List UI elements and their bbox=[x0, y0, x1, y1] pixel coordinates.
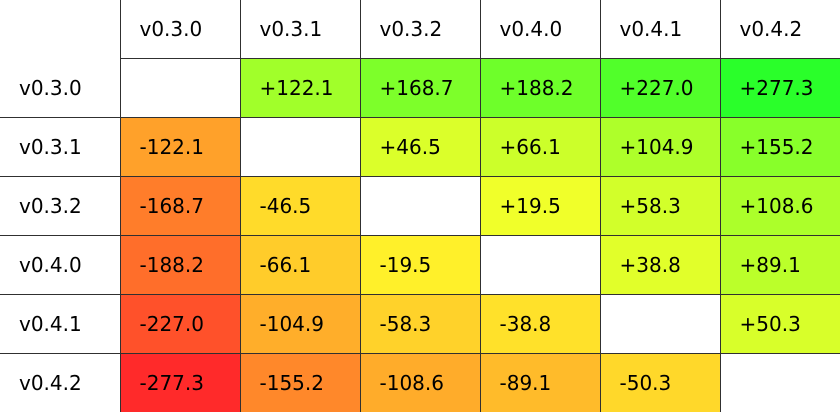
heatmap-cell: -46.5 bbox=[239, 176, 361, 236]
heatmap-cell: +108.6 bbox=[719, 176, 840, 236]
heatmap-cell: -104.9 bbox=[239, 294, 361, 354]
row-header: v0.3.2 bbox=[0, 176, 121, 236]
empty-cell bbox=[119, 58, 241, 118]
column-header: v0.3.0 bbox=[119, 0, 241, 59]
heatmap-cell: -188.2 bbox=[119, 235, 241, 295]
empty-cell bbox=[719, 353, 840, 412]
column-header: v0.3.1 bbox=[239, 0, 361, 59]
corner-cell bbox=[0, 0, 121, 59]
heatmap-cell: -155.2 bbox=[239, 353, 361, 412]
heatmap-cell: -50.3 bbox=[599, 353, 721, 412]
heatmap-row: v0.4.2 -277.3 -155.2 -108.6 -89.1 -50.3 bbox=[0, 353, 840, 412]
empty-cell bbox=[599, 294, 721, 354]
heatmap-row: v0.3.1 -122.1 +46.5 +66.1 +104.9 +155.2 bbox=[0, 117, 840, 177]
heatmap-cell: -19.5 bbox=[359, 235, 481, 295]
heatmap-cell: +46.5 bbox=[359, 117, 481, 177]
heatmap-cell: +50.3 bbox=[719, 294, 840, 354]
heatmap-cell: +227.0 bbox=[599, 58, 721, 118]
heatmap-cell: -66.1 bbox=[239, 235, 361, 295]
heatmap-cell: +168.7 bbox=[359, 58, 481, 118]
heatmap-cell: +19.5 bbox=[479, 176, 601, 236]
heatmap-row: v0.4.0 -188.2 -66.1 -19.5 +38.8 +89.1 bbox=[0, 235, 840, 295]
heatmap-cell: -38.8 bbox=[479, 294, 601, 354]
heatmap-cell: +277.3 bbox=[719, 58, 840, 118]
column-header: v0.3.2 bbox=[359, 0, 481, 59]
heatmap-row: v0.4.1 -227.0 -104.9 -58.3 -38.8 +50.3 bbox=[0, 294, 840, 354]
heatmap-cell: +155.2 bbox=[719, 117, 840, 177]
heatmap-cell: -227.0 bbox=[119, 294, 241, 354]
heatmap-cell: +66.1 bbox=[479, 117, 601, 177]
row-header: v0.4.0 bbox=[0, 235, 121, 295]
header-row: v0.3.0 v0.3.1 v0.3.2 v0.4.0 v0.4.1 v0.4.2 bbox=[0, 0, 840, 59]
row-header: v0.3.0 bbox=[0, 58, 121, 118]
heatmap-body: v0.3.0 +122.1 +168.7 +188.2 +227.0 +277.3 v0.3… bbox=[0, 58, 840, 412]
row-header: v0.4.2 bbox=[0, 353, 121, 412]
heatmap-cell: -108.6 bbox=[359, 353, 481, 412]
column-header: v0.4.0 bbox=[479, 0, 601, 59]
empty-cell bbox=[359, 176, 481, 236]
row-header: v0.4.1 bbox=[0, 294, 121, 354]
heatmap-cell: +122.1 bbox=[239, 58, 361, 118]
heatmap-cell: -168.7 bbox=[119, 176, 241, 236]
column-header: v0.4.1 bbox=[599, 0, 721, 59]
heatmap-cell: +188.2 bbox=[479, 58, 601, 118]
empty-cell bbox=[479, 235, 601, 295]
heatmap-cell: +104.9 bbox=[599, 117, 721, 177]
column-header: v0.4.2 bbox=[719, 0, 840, 59]
heatmap-row: v0.3.0 +122.1 +168.7 +188.2 +227.0 +277.3 bbox=[0, 58, 840, 118]
heatmap-cell: -122.1 bbox=[119, 117, 241, 177]
heatmap-cell: -89.1 bbox=[479, 353, 601, 412]
empty-cell bbox=[239, 117, 361, 177]
heatmap-cell: +58.3 bbox=[599, 176, 721, 236]
heatmap-row: v0.3.2 -168.7 -46.5 +19.5 +58.3 +108.6 bbox=[0, 176, 840, 236]
heatmap-cell: -277.3 bbox=[119, 353, 241, 412]
heatmap-cell: -58.3 bbox=[359, 294, 481, 354]
row-header: v0.3.1 bbox=[0, 117, 121, 177]
heatmap-cell: +89.1 bbox=[719, 235, 840, 295]
heatmap-cell: +38.8 bbox=[599, 235, 721, 295]
